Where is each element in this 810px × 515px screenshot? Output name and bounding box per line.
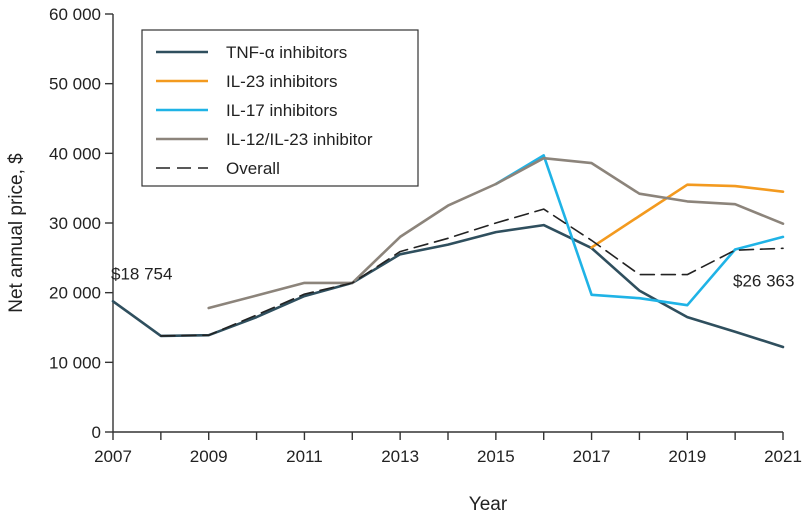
series-line-overall [160,208,784,337]
x-tick-label: 2011 [286,447,323,466]
annotation-layer: $18 754 $26 363 [111,264,794,290]
y-axis-title: Net annual price, $ [6,153,27,313]
y-tick-label: 30 000 [49,214,101,233]
x-tick-label: 2013 [381,447,419,466]
series-line-il-23-inhibitors [590,183,785,249]
annotation-end-price: $26 363 [733,271,794,290]
x-tick-label: 2007 [94,447,132,466]
series-line-il-12-il-23-inhibitor [207,156,785,310]
y-tick-label: 60 000 [49,5,101,24]
x-tick-label: 2019 [668,447,706,466]
legend-label-il-12-il-23-inhibitor: IL-12/IL-23 inhibitor [226,130,373,149]
series-layer [111,154,785,349]
legend-label-overall: Overall [226,159,280,178]
annotation-start-price: $18 754 [111,264,172,283]
x-tick-label: 2021 [764,447,802,466]
y-tick-label: 50 000 [49,75,101,94]
x-tick-label: 2009 [190,447,228,466]
x-axis-title: Year [469,494,508,515]
legend: TNF-α inhibitors IL-23 inhibitors IL-17 in… [141,29,419,187]
y-tick-label: 0 [92,423,101,442]
x-tick-label: 2015 [477,447,515,466]
legend-box [141,29,419,187]
series-line-tnf-inhibitors [111,223,785,349]
legend-label-il-17-inhibitors: IL-17 inhibitors [226,101,338,120]
x-tick-label: 2017 [573,447,611,466]
axes: 0 10 000 20 000 30 000 40 000 50 000 60 000 200… [6,5,802,515]
legend-label-il-23-inhibitors: IL-23 inhibitors [226,72,338,91]
legend-label-tnf-inhibitors: TNF-α inhibitors [226,43,347,62]
y-tick-label: 10 000 [49,353,101,372]
series-line-il-17-inhibitors [494,154,785,307]
y-tick-label: 20 000 [49,284,101,303]
y-tick-label: 40 000 [49,144,101,163]
